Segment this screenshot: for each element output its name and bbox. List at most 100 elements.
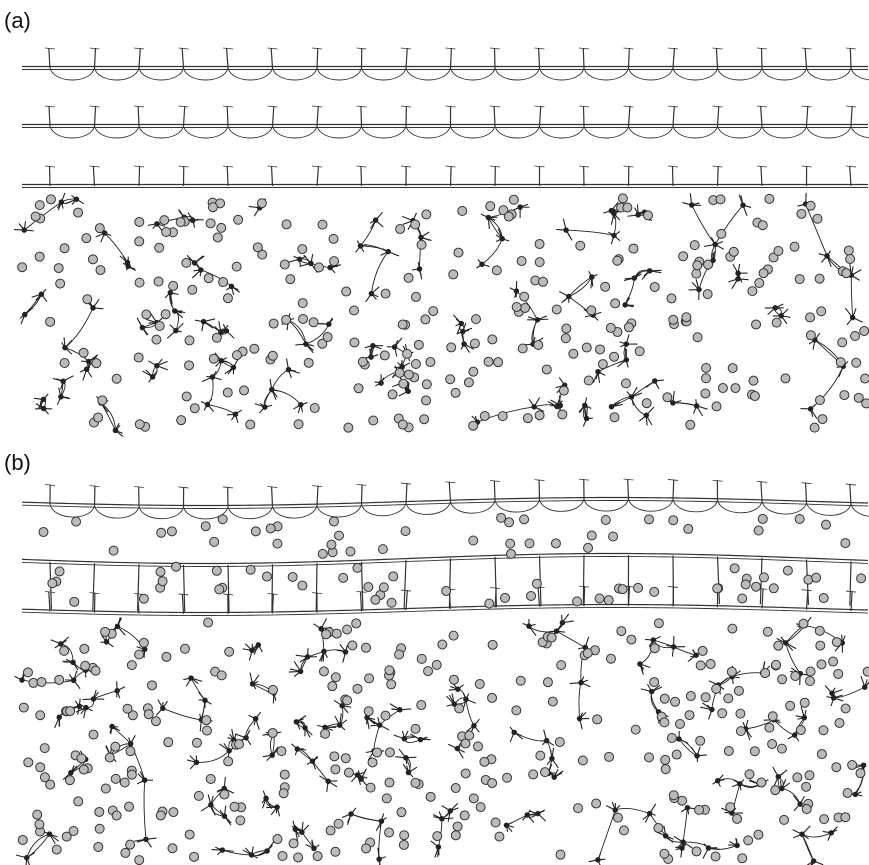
cell-arc (761, 125, 807, 139)
h-bond (566, 229, 615, 236)
ion (768, 583, 779, 594)
ion (479, 756, 490, 767)
cell-wall (582, 555, 585, 606)
h-bond (196, 750, 230, 763)
bond (400, 482, 412, 485)
ion (441, 585, 452, 596)
cell-arc (49, 67, 95, 81)
ion (189, 851, 200, 862)
bond (178, 486, 189, 489)
ion (124, 801, 135, 812)
bond (845, 483, 857, 486)
h-bond (639, 640, 654, 665)
ion (134, 649, 145, 660)
ion (378, 582, 389, 593)
ion (531, 578, 542, 589)
bond (48, 105, 51, 127)
cell-arc (450, 125, 496, 139)
ion (626, 634, 637, 645)
ion (157, 576, 168, 587)
ion (446, 342, 457, 353)
ion (597, 359, 608, 370)
bond (405, 483, 408, 504)
ion (526, 590, 537, 601)
ion (678, 251, 689, 262)
ion (758, 572, 769, 583)
bond (538, 105, 542, 127)
ion (649, 281, 660, 292)
ion (485, 201, 496, 212)
ion (641, 398, 652, 409)
bond (627, 105, 631, 127)
ion (659, 848, 670, 859)
ion (28, 677, 39, 688)
bond (356, 484, 367, 486)
ion (94, 223, 105, 234)
ion (468, 366, 479, 377)
ion (330, 764, 341, 775)
ion (110, 741, 121, 752)
cell-arc (227, 67, 273, 81)
ion (363, 706, 374, 717)
ion (288, 838, 299, 849)
ion (396, 807, 407, 818)
h-bond (615, 808, 650, 815)
ion (78, 764, 89, 775)
ion (100, 783, 111, 794)
ion (205, 218, 216, 229)
ion (801, 804, 812, 815)
h-bond (459, 323, 464, 332)
bond (226, 105, 229, 127)
bond (804, 482, 808, 503)
ion (701, 373, 712, 384)
bond (226, 165, 229, 187)
ion (338, 572, 349, 583)
h-bond (360, 244, 389, 253)
ion (767, 711, 778, 722)
ion (120, 847, 131, 858)
ion (423, 666, 434, 677)
ion (267, 684, 278, 695)
h-bond (672, 402, 697, 407)
cell-arc (272, 67, 318, 81)
ion (166, 526, 177, 537)
ion (684, 710, 695, 721)
bond (222, 593, 234, 596)
ion (816, 749, 827, 760)
bond (578, 585, 590, 588)
bond (137, 593, 140, 614)
ion (581, 342, 592, 353)
ion (452, 821, 463, 832)
ion (267, 727, 278, 738)
ion (464, 730, 475, 741)
ion (737, 853, 748, 864)
ion (760, 668, 771, 679)
ion (671, 749, 682, 760)
h-bond (831, 693, 835, 699)
bond (181, 593, 185, 614)
cell-arc (405, 501, 451, 515)
ion (798, 618, 809, 629)
ion (32, 809, 43, 820)
bond (582, 47, 585, 69)
ion (272, 538, 283, 549)
ion (384, 827, 395, 838)
bond (667, 165, 679, 168)
ion (327, 681, 338, 692)
ion (88, 729, 99, 740)
ion (39, 743, 50, 754)
ion (561, 323, 572, 334)
ion (416, 239, 427, 250)
ion (790, 670, 801, 681)
ion (764, 722, 775, 733)
lattice-layer (21, 478, 869, 520)
ion (623, 322, 634, 333)
cell-arc (272, 505, 318, 519)
ion (317, 219, 328, 230)
bond (845, 165, 857, 168)
ion (659, 693, 670, 704)
panel-label: (a) (4, 8, 31, 33)
cell-arc (227, 125, 273, 139)
liquid (13, 192, 869, 437)
ion (516, 256, 527, 267)
